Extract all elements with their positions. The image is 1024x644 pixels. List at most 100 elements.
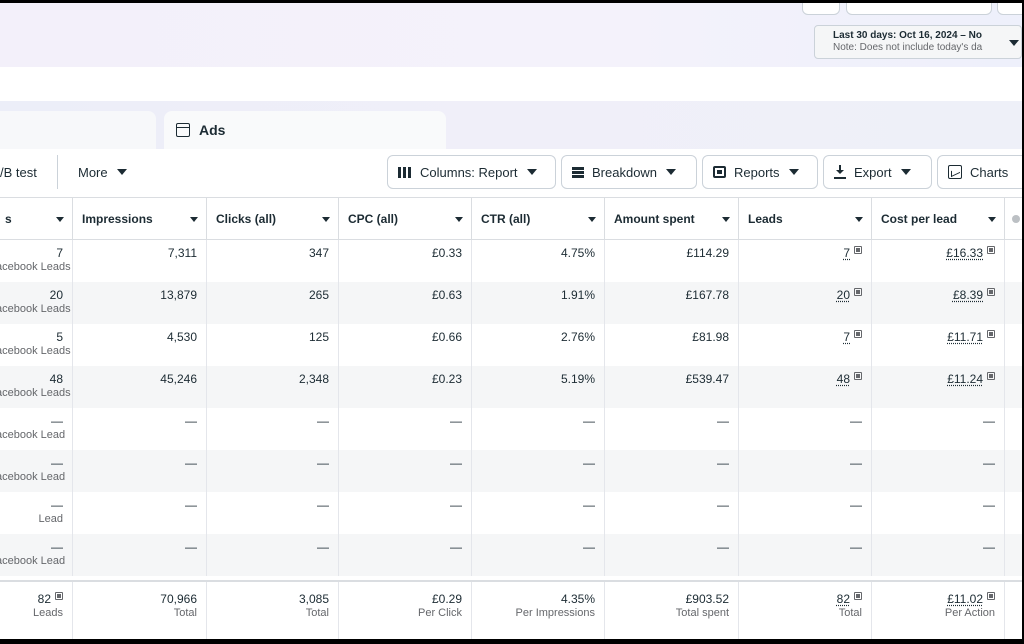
- info-icon[interactable]: [55, 592, 63, 600]
- cpl-value[interactable]: £16.33: [946, 246, 983, 260]
- info-icon[interactable]: [987, 246, 995, 254]
- cpc-value: —: [450, 456, 462, 470]
- table-row[interactable]: — Lead — — — — — — —: [0, 492, 1022, 534]
- chevron-down-icon[interactable]: [588, 217, 596, 222]
- cpl-value-wrap: £8.39: [872, 288, 995, 302]
- column-header-label: Clicks (all): [216, 212, 277, 226]
- columns-icon: [398, 166, 412, 178]
- chevron-down-icon[interactable]: [455, 217, 463, 222]
- info-icon[interactable]: [854, 330, 862, 338]
- column-header-label: CTR (all): [481, 212, 531, 226]
- chevron-down-icon: [116, 169, 127, 175]
- columns-button[interactable]: Columns: Report: [387, 155, 556, 189]
- info-icon[interactable]: [854, 592, 862, 600]
- results-cell: — acebook Lead: [0, 450, 73, 492]
- leads-value[interactable]: 48: [836, 372, 850, 386]
- column-header-impressions[interactable]: Impressions: [73, 198, 207, 240]
- column-header-ctr[interactable]: CTR (all): [472, 198, 605, 240]
- table-row[interactable]: — acebook Lead — — — — — — —: [0, 534, 1022, 576]
- header-button-edge[interactable]: [997, 3, 1022, 15]
- column-header-cpc[interactable]: CPC (all): [339, 198, 472, 240]
- table-header: s Impressions Clicks (all) CPC (all) CTR…: [0, 197, 1022, 240]
- column-settings-icon[interactable]: [1012, 215, 1020, 223]
- leads-value-wrap: 20: [739, 288, 862, 302]
- column-header-label: Impressions: [82, 212, 153, 226]
- table-row[interactable]: — acebook Lead — — — — — — —: [0, 450, 1022, 492]
- table-row[interactable]: 48 acebook Leads 45,246 2,348 £0.23 5.19% £539…: [0, 366, 1022, 408]
- cpl-value[interactable]: £11.71: [947, 330, 983, 344]
- spent-value: —: [717, 498, 729, 512]
- chevron-down-icon: [900, 169, 911, 175]
- cpc-value: £0.33: [431, 246, 462, 260]
- total-leads[interactable]: 82: [836, 592, 850, 606]
- clicks-value: 347: [308, 246, 329, 260]
- ads-manager-window: Last 30 days: Oct 16, 2024 – No Note: Do…: [0, 3, 1022, 639]
- header-icon-button[interactable]: [802, 3, 840, 15]
- reports-button[interactable]: Reports: [702, 155, 818, 189]
- info-icon[interactable]: [854, 288, 862, 296]
- info-icon[interactable]: [987, 592, 995, 600]
- chevron-down-icon[interactable]: [322, 217, 330, 222]
- results-cell: 48 acebook Leads: [0, 366, 73, 408]
- charts-button[interactable]: Charts: [937, 155, 1022, 189]
- column-header-clicks[interactable]: Clicks (all): [207, 198, 339, 240]
- ad-icon: [176, 123, 190, 137]
- more-button[interactable]: More: [78, 155, 127, 189]
- leads-value[interactable]: 7: [843, 246, 850, 260]
- info-icon[interactable]: [987, 288, 995, 296]
- ctr-cell: 4.75%: [472, 240, 605, 282]
- clicks-value: —: [317, 456, 329, 470]
- table-row[interactable]: 20 acebook Leads 13,879 265 £0.63 1.91% £167.7…: [0, 282, 1022, 324]
- chevron-down-icon[interactable]: [722, 217, 730, 222]
- total-spent: £903.52: [685, 592, 729, 606]
- results-value: —: [51, 414, 63, 428]
- total-leads-cell: 82 Total: [739, 582, 872, 639]
- ctr-value: 5.19%: [560, 372, 595, 386]
- cpl-value: —: [983, 540, 995, 554]
- tab-ads[interactable]: Ads: [164, 111, 446, 149]
- result-type: acebook Leads: [0, 345, 71, 357]
- leads-cell: —: [739, 450, 872, 492]
- cpc-cell: —: [339, 492, 472, 534]
- spent-cell: —: [605, 450, 739, 492]
- clicks-cell: 125: [207, 324, 339, 366]
- info-icon[interactable]: [987, 372, 995, 380]
- top-header: Last 30 days: Oct 16, 2024 – No Note: Do…: [0, 3, 1022, 67]
- total-cpl[interactable]: £11.02: [947, 592, 983, 606]
- date-range-picker[interactable]: Last 30 days: Oct 16, 2024 – No Note: Do…: [814, 25, 1022, 59]
- tab-ad-sets[interactable]: [0, 111, 156, 149]
- column-header-cost-per-lead[interactable]: Cost per lead: [872, 198, 1005, 240]
- clicks-value: 2,348: [298, 372, 329, 386]
- chevron-down-icon[interactable]: [988, 217, 996, 222]
- leads-cell: —: [739, 408, 872, 450]
- spent-cell: —: [605, 492, 739, 534]
- reports-label: Reports: [734, 164, 780, 180]
- chevron-down-icon[interactable]: [56, 217, 64, 222]
- header-button[interactable]: [846, 3, 992, 15]
- table-row[interactable]: 7 acebook Leads 7,311 347 £0.33 4.75% £114.29 7…: [0, 240, 1022, 282]
- leads-value[interactable]: 20: [836, 288, 850, 302]
- leads-value[interactable]: 7: [843, 330, 850, 344]
- table-row[interactable]: — acebook Lead — — — — — — —: [0, 408, 1022, 450]
- ab-test-button[interactable]: /B test: [0, 155, 37, 189]
- info-icon[interactable]: [854, 246, 862, 254]
- table-row[interactable]: 5 acebook Leads 4,530 125 £0.66 2.76% £81.98 7 £…: [0, 324, 1022, 366]
- export-button[interactable]: Export: [823, 155, 932, 189]
- column-header-amount-spent[interactable]: Amount spent: [605, 198, 739, 240]
- breakdown-button[interactable]: Breakdown: [561, 155, 697, 189]
- info-icon[interactable]: [987, 330, 995, 338]
- chevron-down-icon[interactable]: [190, 217, 198, 222]
- cpl-value[interactable]: £8.39: [952, 288, 983, 302]
- charts-label: Charts: [970, 164, 1009, 180]
- chevron-down-icon[interactable]: [855, 217, 863, 222]
- ctr-value: 2.76%: [560, 330, 595, 344]
- column-header-leads[interactable]: Leads: [739, 198, 872, 240]
- impressions-value: 7,311: [167, 246, 197, 260]
- leads-cell: —: [739, 534, 872, 576]
- leads-value-wrap: 48: [739, 372, 862, 386]
- cpl-value[interactable]: £11.24: [947, 372, 983, 386]
- info-icon[interactable]: [854, 372, 862, 380]
- column-header-results[interactable]: s: [0, 198, 73, 240]
- result-type: acebook Lead: [0, 555, 66, 567]
- cpc-value: £0.63: [431, 288, 462, 302]
